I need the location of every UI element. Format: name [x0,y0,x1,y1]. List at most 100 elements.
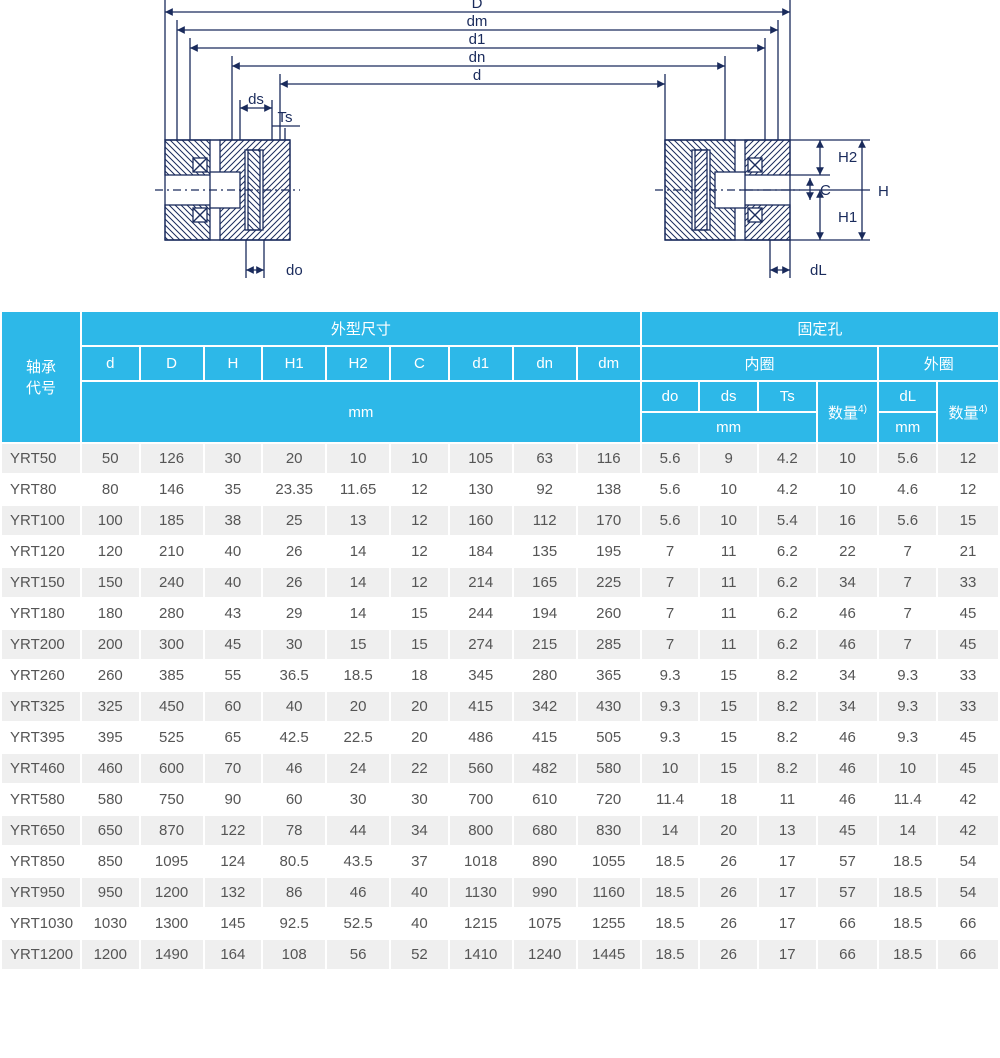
cell-oq: 33 [937,567,999,598]
cell-ds: 26 [699,939,758,970]
cell-dm: 1445 [577,939,641,970]
cell-Ts: 17 [758,908,817,939]
cell-H1: 20 [262,443,326,474]
table-row: YRT120012001490164108565214101240144518.… [1,939,999,970]
cell-nq: 57 [817,877,879,908]
table-row: YRT10301030130014592.552.540121510751255… [1,908,999,939]
cell-H: 124 [204,846,263,877]
cell-Ts: 17 [758,846,817,877]
hdr-H2: H2 [326,346,390,381]
cell-C: 12 [390,505,449,536]
table-row: YRT4604606007046242256048258010158.24610… [1,753,999,784]
cell-ds: 26 [699,846,758,877]
cell-d1: 244 [449,598,513,629]
cell-d: 325 [81,691,140,722]
cell-dL: 18.5 [878,877,937,908]
svg-text:dL: dL [810,262,827,279]
cell-dm: 225 [577,567,641,598]
cell-oq: 45 [937,598,999,629]
hdr-outer-dims: 外型尺寸 [81,311,641,346]
cell-nq: 46 [817,753,879,784]
svg-text:do: do [286,262,303,279]
cell-do: 7 [641,598,700,629]
cell-dn: 63 [513,443,577,474]
cell-do: 9.3 [641,722,700,753]
cell-code: YRT580 [1,784,81,815]
cell-C: 30 [390,784,449,815]
cell-C: 20 [390,691,449,722]
cell-d: 460 [81,753,140,784]
cell-ds: 15 [699,753,758,784]
cell-oq: 66 [937,939,999,970]
cell-H: 70 [204,753,263,784]
diagram-svg: D dm d1 dn d ds Ts [0,0,1000,310]
hdr-mm-dL: mm [878,412,937,443]
cell-oq: 54 [937,877,999,908]
cell-dL: 7 [878,598,937,629]
cell-dn: 1240 [513,939,577,970]
cell-D: 300 [140,629,204,660]
spec-table-wrapper: 轴承 代号 外型尺寸 固定孔 d D H H1 H2 C d1 dn dm 内圈… [0,310,1000,971]
cell-code: YRT1200 [1,939,81,970]
cell-do: 9.3 [641,660,700,691]
cell-do: 18.5 [641,846,700,877]
cell-dm: 170 [577,505,641,536]
cell-dm: 138 [577,474,641,505]
cell-do: 5.6 [641,443,700,474]
cell-H2: 14 [326,598,390,629]
cell-code: YRT200 [1,629,81,660]
cell-ds: 9 [699,443,758,474]
cell-nq: 34 [817,691,879,722]
cell-oq: 54 [937,846,999,877]
hdr-dm: dm [577,346,641,381]
cell-nq: 46 [817,629,879,660]
cell-dn: 680 [513,815,577,846]
cell-D: 1300 [140,908,204,939]
cell-Ts: 17 [758,877,817,908]
cell-C: 22 [390,753,449,784]
svg-text:H2: H2 [838,149,857,166]
svg-text:H1: H1 [838,209,857,226]
cell-H1: 92.5 [262,908,326,939]
cell-dn: 112 [513,505,577,536]
cell-D: 750 [140,784,204,815]
cell-D: 280 [140,598,204,629]
cell-code: YRT260 [1,660,81,691]
cell-C: 10 [390,443,449,474]
cell-nq: 34 [817,567,879,598]
hdr-mm-inner: mm [641,412,817,443]
cell-dn: 482 [513,753,577,784]
cell-oq: 33 [937,691,999,722]
cell-d: 150 [81,567,140,598]
cell-H1: 29 [262,598,326,629]
cell-dL: 9.3 [878,722,937,753]
hdr-do: do [641,381,700,412]
cell-ds: 20 [699,815,758,846]
cell-d1: 560 [449,753,513,784]
cell-dn: 92 [513,474,577,505]
hdr-inner-qty: 数量4) [817,381,879,443]
cell-oq: 12 [937,474,999,505]
hdr-bearing-code: 轴承 代号 [1,311,81,443]
cell-H: 65 [204,722,263,753]
cell-D: 525 [140,722,204,753]
cell-H: 90 [204,784,263,815]
cell-dL: 11.4 [878,784,937,815]
cell-C: 37 [390,846,449,877]
hdr-outer-ring: 外圈 [878,346,999,381]
cell-nq: 45 [817,815,879,846]
cell-d: 395 [81,722,140,753]
cell-H1: 30 [262,629,326,660]
cell-code: YRT150 [1,567,81,598]
cell-Ts: 6.2 [758,629,817,660]
cell-D: 146 [140,474,204,505]
cell-nq: 10 [817,443,879,474]
cell-Ts: 6.2 [758,536,817,567]
cell-H: 30 [204,443,263,474]
cell-d: 850 [81,846,140,877]
cell-d: 100 [81,505,140,536]
hdr-dn: dn [513,346,577,381]
hdr-H: H [204,346,263,381]
cell-dn: 342 [513,691,577,722]
cell-code: YRT80 [1,474,81,505]
